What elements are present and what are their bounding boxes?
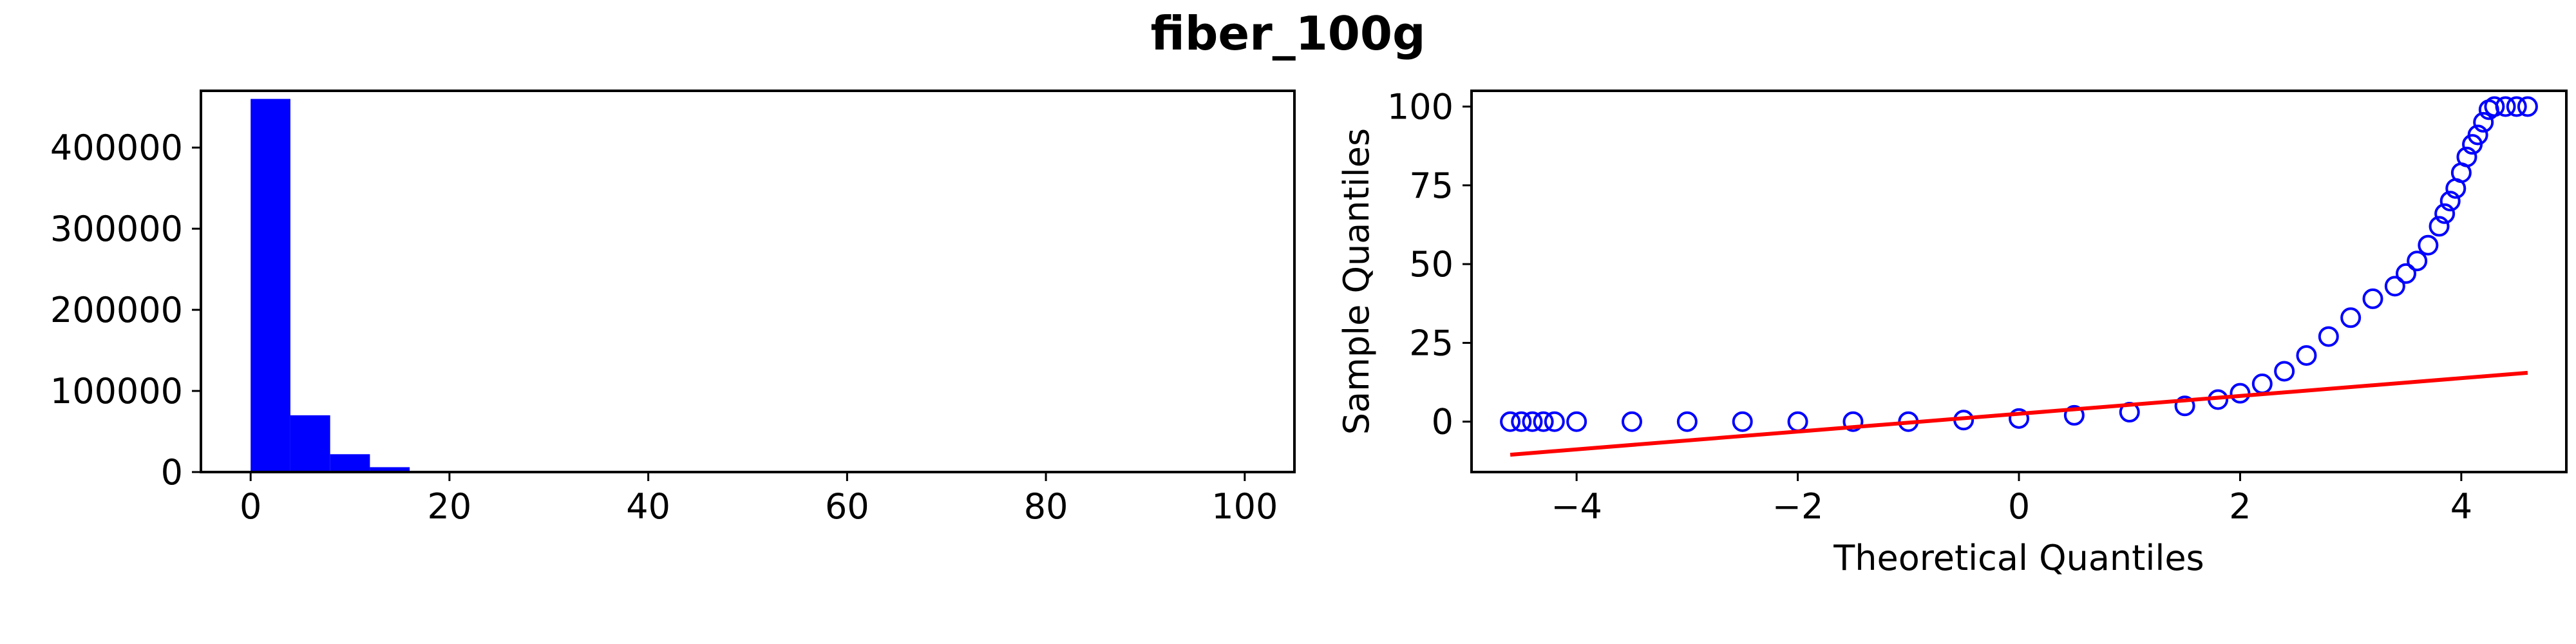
x-tick-label: 2 bbox=[2229, 486, 2251, 527]
histogram-axes-frame bbox=[200, 90, 1296, 473]
y-tick-label: 100 bbox=[1387, 86, 1454, 127]
qq-sample-point bbox=[2063, 404, 2085, 426]
qq-sample-point bbox=[1787, 411, 1808, 432]
qq-reference-line bbox=[1510, 370, 2528, 457]
qq-sample-point bbox=[2495, 96, 2516, 117]
qq-sample-point bbox=[2396, 263, 2417, 284]
qq-sample-point bbox=[1511, 411, 1532, 432]
qq-sample-point bbox=[2318, 326, 2339, 347]
qq-sample-point bbox=[1500, 411, 1521, 432]
qq-plot-panel: −4 −2 0 2 4 0 25 50 75 100 Theoretical Quantiles Sa… bbox=[1336, 86, 2568, 578]
x-tick-label: 100 bbox=[1211, 486, 1278, 527]
figure-title: fiber_100g bbox=[1150, 6, 1426, 61]
qq-sample-point bbox=[1621, 411, 1642, 432]
y-tick-label: 0 bbox=[1432, 402, 1454, 442]
x-tick-label: 20 bbox=[428, 486, 472, 527]
y-tick-label: 100000 bbox=[50, 371, 183, 412]
qq-sample-point bbox=[1842, 411, 1864, 432]
x-tick-label: −2 bbox=[1772, 486, 1824, 527]
x-tick-label: 0 bbox=[2008, 486, 2030, 527]
x-tick-label: 80 bbox=[1024, 486, 1068, 527]
x-tick-label: 40 bbox=[626, 486, 670, 527]
y-axis-label: Sample Quantiles bbox=[1336, 128, 1377, 435]
qq-sample-point bbox=[2429, 216, 2450, 237]
x-axis-label: Theoretical Quantiles bbox=[1833, 538, 2204, 578]
qq-sample-point bbox=[2174, 395, 2195, 417]
qq-sample-point bbox=[1676, 411, 1698, 432]
x-tick-label: 60 bbox=[825, 486, 869, 527]
qq-sample-point bbox=[2251, 374, 2273, 395]
qq-sample-point bbox=[1566, 411, 1587, 432]
qq-sample-point bbox=[2418, 234, 2439, 256]
histogram-bar bbox=[370, 467, 410, 472]
qq-sample-point bbox=[2230, 383, 2251, 404]
histogram-bar bbox=[251, 99, 290, 472]
qq-sample-point bbox=[1732, 411, 1753, 432]
qq-sample-point bbox=[1544, 411, 1565, 432]
qq-sample-point bbox=[1522, 411, 1543, 432]
qq-sample-point bbox=[2340, 307, 2362, 328]
y-tick-label: 400000 bbox=[50, 128, 183, 168]
qq-sample-point bbox=[2439, 191, 2461, 212]
qq-sample-point bbox=[2506, 96, 2527, 117]
x-tick-label: 0 bbox=[240, 486, 261, 527]
y-tick-label: 0 bbox=[161, 452, 183, 493]
qq-sample-point bbox=[2407, 251, 2428, 272]
qq-sample-point bbox=[2434, 203, 2456, 224]
qq-sample-point bbox=[2517, 96, 2538, 117]
histogram-bar bbox=[290, 415, 330, 472]
x-tick-label: 4 bbox=[2450, 486, 2472, 527]
y-tick-label: 75 bbox=[1409, 166, 1454, 206]
histogram-panel: 0 20 40 60 80 100 0 100000 200000 300000 400000 bbox=[50, 90, 1296, 527]
qq-sample-point bbox=[2362, 288, 2383, 309]
qq-sample-point bbox=[1533, 411, 1554, 432]
y-tick-label: 300000 bbox=[50, 209, 183, 249]
qq-sample-point bbox=[2384, 276, 2405, 297]
x-tick-label: −4 bbox=[1551, 486, 1602, 527]
y-tick-label: 25 bbox=[1409, 323, 1454, 363]
qq-sample-point bbox=[2009, 408, 2029, 429]
qq-sample-point bbox=[2467, 124, 2488, 146]
qq-sample-point bbox=[2473, 111, 2494, 133]
qq-sample-point bbox=[2274, 361, 2295, 382]
qq-sample-point bbox=[2296, 345, 2317, 366]
y-tick-label: 50 bbox=[1409, 244, 1454, 285]
y-tick-label: 200000 bbox=[50, 290, 183, 330]
histogram-bar bbox=[330, 454, 370, 472]
qq-sample-point bbox=[2484, 96, 2505, 117]
qq-sample-point bbox=[2456, 146, 2477, 167]
